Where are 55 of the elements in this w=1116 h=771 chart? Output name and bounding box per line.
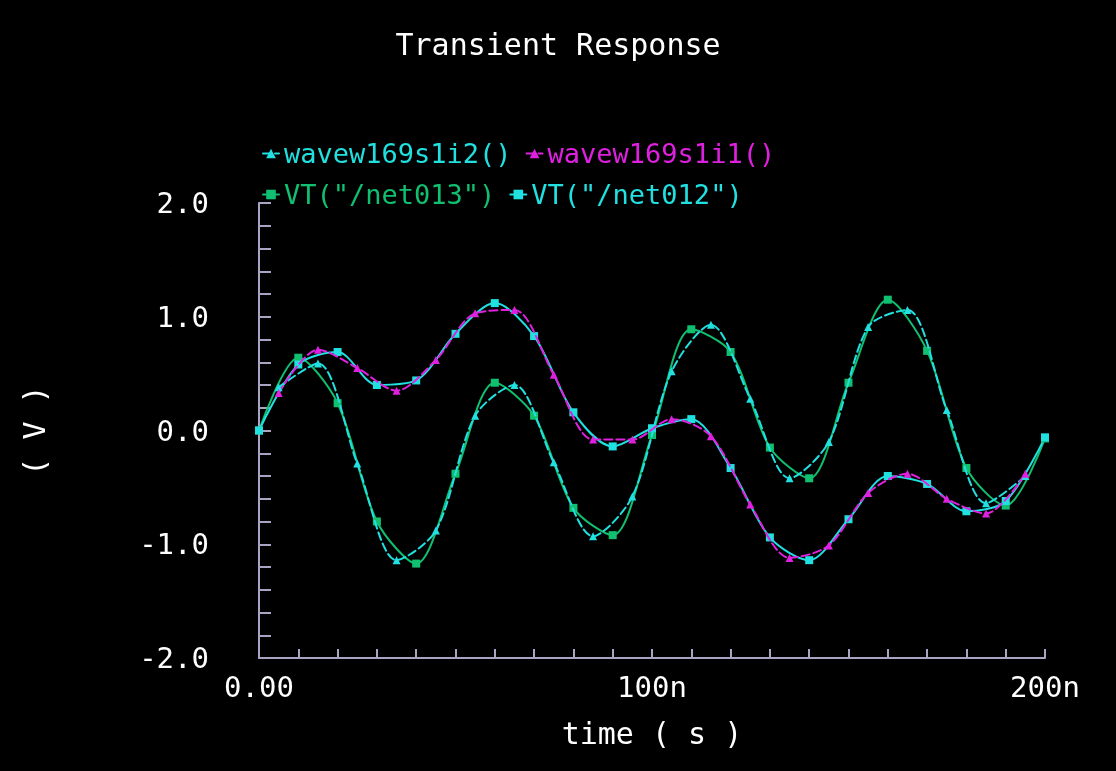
point xyxy=(431,355,440,364)
point xyxy=(785,553,794,562)
point xyxy=(510,381,519,389)
legend-label: VT("/net013") xyxy=(284,179,496,210)
point xyxy=(431,526,440,535)
point xyxy=(392,386,401,395)
point xyxy=(589,532,598,541)
point xyxy=(903,469,912,478)
point xyxy=(313,345,322,354)
point xyxy=(412,559,421,568)
y-axis-title: ( V ) xyxy=(16,385,52,476)
x-axis-title: time ( s ) xyxy=(561,715,743,751)
point xyxy=(903,305,912,314)
point xyxy=(392,556,401,565)
point xyxy=(313,359,322,368)
point xyxy=(490,378,499,387)
point xyxy=(746,394,755,403)
point xyxy=(667,415,676,424)
point xyxy=(824,437,833,446)
y-tick-label: -2.0 xyxy=(139,641,209,675)
point xyxy=(805,556,814,565)
point xyxy=(864,322,873,331)
point xyxy=(883,295,892,304)
x-tick-label: 200n xyxy=(1010,669,1080,704)
legend-label: VT("/net012") xyxy=(531,179,743,210)
point xyxy=(333,348,342,357)
x-tick-label: 100n xyxy=(617,669,687,704)
y-tick-label: -1.0 xyxy=(139,527,209,562)
y-tick-label: 0.0 xyxy=(156,413,209,448)
point xyxy=(510,305,519,314)
point xyxy=(608,531,617,540)
point xyxy=(549,370,558,379)
y-tick-label: 1.0 xyxy=(156,299,209,334)
point xyxy=(687,325,696,334)
point xyxy=(628,435,637,444)
point xyxy=(687,415,696,424)
point xyxy=(864,489,873,498)
point xyxy=(982,509,991,518)
point xyxy=(490,299,499,308)
point xyxy=(706,432,715,441)
point xyxy=(982,499,991,508)
point xyxy=(608,442,617,451)
point xyxy=(805,474,814,483)
point xyxy=(942,494,951,503)
point xyxy=(706,320,715,329)
point xyxy=(353,363,362,372)
point xyxy=(589,435,598,444)
legend-label: wavew169s1i2() xyxy=(284,138,512,169)
chart-title: Transient Response xyxy=(395,26,721,62)
point xyxy=(274,388,283,397)
y-tick-label: 2.0 xyxy=(156,186,209,220)
point xyxy=(471,411,480,420)
point xyxy=(785,474,794,483)
x-tick-label: 0.00 xyxy=(224,669,294,704)
legend-label: wavew169s1i1() xyxy=(547,138,776,169)
